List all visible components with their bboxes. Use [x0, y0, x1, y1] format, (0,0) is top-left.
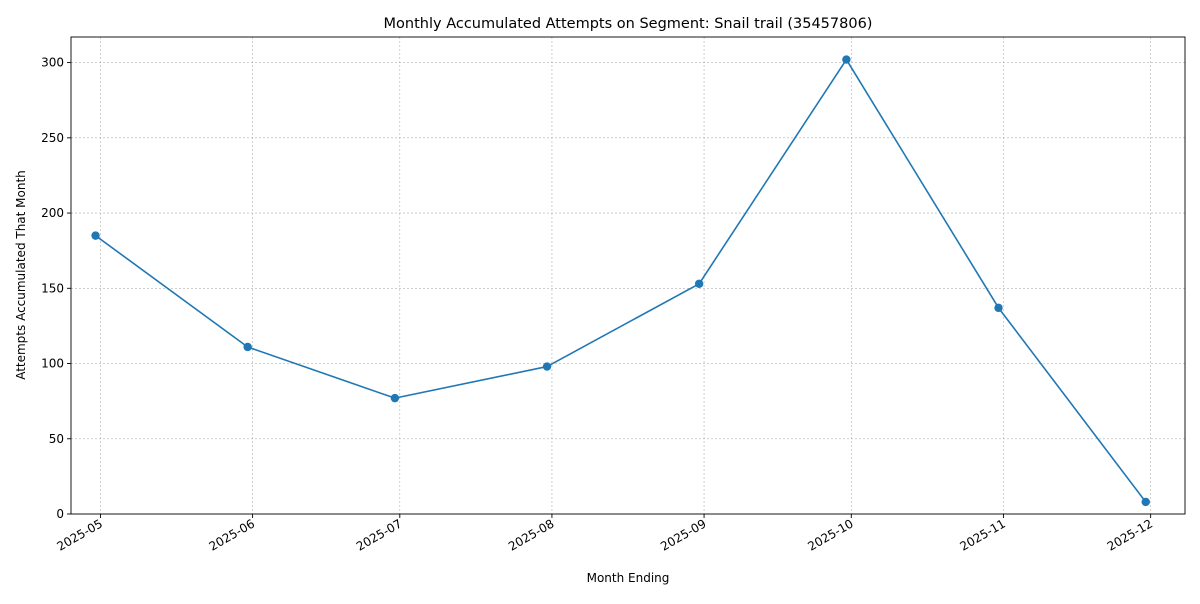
x-tick-label: 2025-09	[658, 516, 708, 553]
chart-title: Monthly Accumulated Attempts on Segment:…	[384, 16, 873, 32]
data-point	[842, 55, 851, 64]
y-tick-label: 50	[49, 432, 64, 446]
x-tick-label: 2025-12	[1105, 516, 1155, 553]
x-tick-label: 2025-10	[805, 516, 855, 553]
plot-frame	[70, 36, 1186, 515]
y-tick-label: 150	[41, 281, 64, 295]
x-axis-label: Month Ending	[587, 571, 670, 585]
y-tick-label: 250	[41, 131, 64, 145]
y-axis-label: Attempts Accumulated That Month	[14, 170, 28, 380]
series-layer	[91, 55, 1150, 507]
x-tick-label: 2025-05	[55, 516, 105, 553]
x-tick-label: 2025-06	[207, 516, 257, 553]
data-point	[694, 279, 704, 288]
grid-layer	[71, 37, 1185, 515]
axes-layer: 2025-05 2025-06 2025-07 2025-08 2025-09 2025-…	[41, 36, 1186, 554]
labels-layer: Monthly Accumulated Attempts on Segment:…	[14, 16, 872, 585]
y-tick-label: 300	[41, 56, 64, 70]
y-tick-label: 200	[41, 206, 64, 220]
y-tick-label: 0	[56, 507, 64, 521]
y-tick-label: 100	[41, 357, 64, 371]
data-point	[243, 342, 252, 352]
data-point	[994, 303, 1003, 313]
data-point	[542, 362, 552, 371]
x-tick-label: 2025-08	[506, 516, 556, 553]
data-point	[390, 393, 400, 403]
x-tick-label: 2025-07	[354, 516, 404, 553]
series-line	[95, 58, 1147, 503]
x-tick-label: 2025-11	[957, 516, 1007, 553]
data-point	[1141, 497, 1150, 507]
data-point	[91, 231, 100, 240]
